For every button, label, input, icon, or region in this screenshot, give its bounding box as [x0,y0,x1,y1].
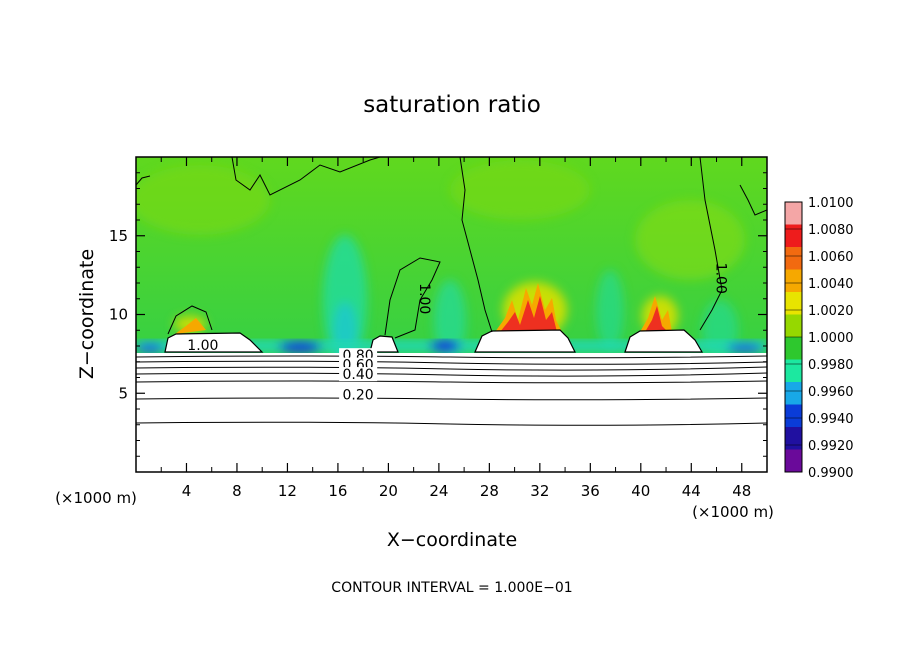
contour-interval-note: CONTOUR INTERVAL = 1.000E−01 [331,580,572,596]
colorbar-swatch [785,224,802,248]
contour-line [136,360,767,365]
blue-patch [136,343,164,353]
lighter-green-patch [136,165,270,235]
colorbar-label: 1.0040 [808,277,854,292]
contour-label: 1.00 [187,338,218,354]
x-tick-label: 28 [480,482,499,500]
x-tick-label: 24 [429,482,448,500]
colorbar-swatch [785,247,802,270]
colorbar-swatch [785,427,802,450]
contour-line [136,355,767,359]
x-tick-label: 4 [182,482,192,500]
x-tick-label: 8 [232,482,242,500]
contour-label: 1.00 [416,283,432,314]
colorbar-label: 0.9980 [808,358,854,373]
x-tick-label: 16 [328,482,347,500]
colorbar-label: 0.9900 [808,466,854,481]
cloud-region [164,332,264,353]
red-plume [500,296,557,332]
y-axis-label: Z−coordinate [76,249,98,379]
blue-patch [278,341,322,353]
colorbar-swatch [785,449,802,473]
x-tick-label: 32 [530,482,549,500]
cyan-plume [596,270,624,350]
cloud-region [474,329,576,353]
contour-line [231,157,381,196]
colorbar-swatch [785,292,802,315]
colorbar-label: 1.0100 [808,196,854,211]
contour-line [136,397,767,401]
contour-lines [136,157,767,426]
x-unit-right: (×1000 m) [692,503,774,521]
colorbar-label: 1.0080 [808,223,854,238]
y-tick-label: 10 [109,306,128,324]
contour-line [167,305,213,335]
cloud-region [369,335,399,353]
y-tick-label: 5 [118,384,128,402]
colorbar-label: 0.9940 [808,412,854,427]
contour-line [136,366,767,371]
colorbar-label: 1.0020 [808,304,854,319]
x-tick-label: 20 [379,482,398,500]
orange-plume [175,318,206,334]
cloud-regions [164,329,704,353]
colorbar-label: 0.9960 [808,385,854,400]
cloud-region [624,329,704,353]
blue-patch [727,343,763,353]
contour-line [136,372,767,377]
colorbar-swatch [785,359,802,383]
lighter-green-patch [635,200,745,280]
lower-unsaturated-layer [136,353,767,472]
contour-line [459,157,493,333]
x-axis-label: X−coordinate [387,529,517,551]
contour-label-background [339,387,378,402]
contour-line [739,184,767,216]
subsaturated-band [136,340,767,353]
colorbar-swatch [785,314,802,338]
contour-label: 0.20 [343,388,374,404]
contour-label: 0.40 [343,367,374,383]
high-saturation-plumes [175,283,672,334]
contour-label-background [339,367,378,382]
colorbar-swatch [785,269,802,293]
x-tick-label: 48 [732,482,751,500]
colorbar: 1.0100 1.0080 1.0060 1.0040 1.0020 1.0000 0.99… [784,196,854,481]
contour-line [136,421,767,426]
contour-line [136,380,767,384]
contour-label: 1.00 [713,263,729,294]
chart-title: saturation ratio [363,92,541,118]
y-axis: 5 10 15 [109,172,767,457]
x-axis: 4 8 12 16 20 24 28 32 36 40 44 48 [160,157,751,500]
contour-line [384,257,441,339]
x-tick-label: 40 [631,482,650,500]
lighter-green-patch [450,160,590,220]
colorbar-swatch [785,202,802,225]
contour-line [699,157,723,331]
x-tick-label: 36 [581,482,600,500]
colorbar-swatch [785,404,802,428]
colorbar-label: 0.9920 [808,439,854,454]
colorbar-label: 1.0000 [808,331,854,346]
colorbar-swatch [785,337,802,360]
blue-patch [429,340,461,352]
red-plume [645,306,668,332]
x-unit-left: (×1000 m) [55,489,137,507]
x-tick-label: 44 [682,482,701,500]
colorbar-swatch [785,382,802,405]
x-tick-label: 12 [278,482,297,500]
contour-labels: 1.001.001.000.800.600.400.20 [187,263,729,404]
colorbar-label: 1.0060 [808,250,854,265]
y-tick-label: 15 [109,227,128,245]
contour-line [136,175,151,186]
saturation-field [136,157,767,472]
